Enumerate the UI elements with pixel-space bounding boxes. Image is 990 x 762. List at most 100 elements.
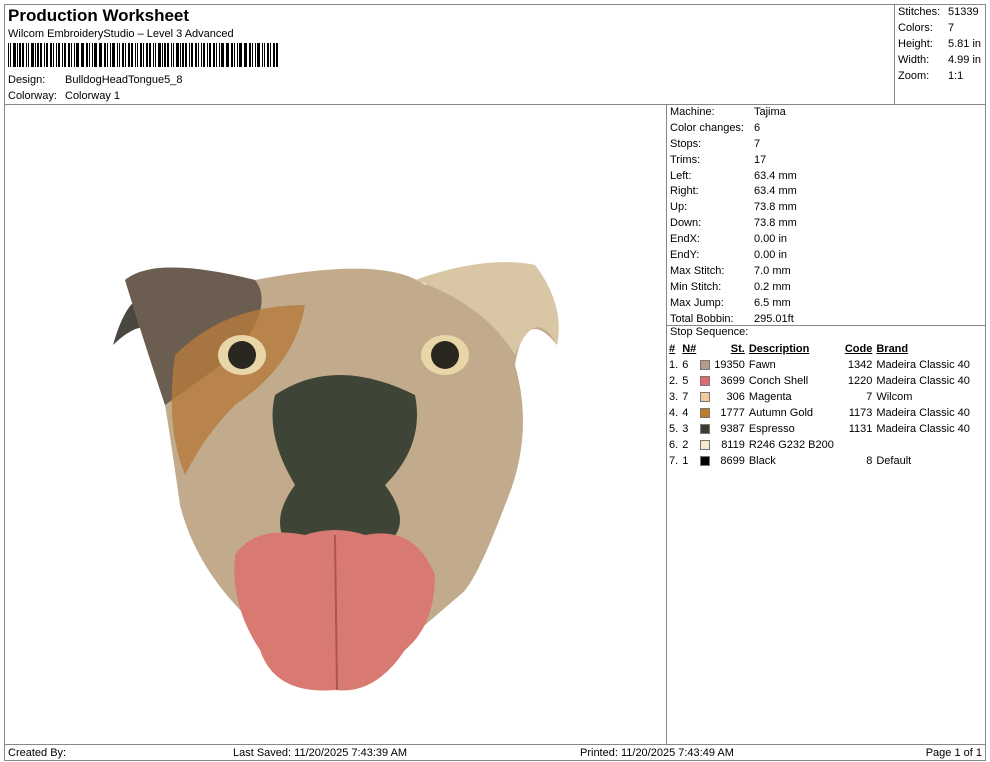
row-stitches: 306 <box>726 391 745 403</box>
info-label: Total Bobbin: <box>670 312 734 325</box>
row-code: 8 <box>866 455 873 467</box>
info-value: 295.01ft <box>754 312 794 325</box>
stop-row: 5. 3 9387 Espresso 1131 Madeira Classic 40 <box>667 421 972 437</box>
colorway-label: Colorway: <box>8 90 57 102</box>
row-index: 1. <box>669 359 679 371</box>
color-swatch <box>700 424 711 435</box>
row-description: R246 G232 B200 <box>748 439 834 451</box>
info-row: Machine: Tajima <box>670 104 986 120</box>
color-swatch <box>700 408 711 419</box>
info-label: Right: <box>670 185 699 198</box>
info-value: 6 <box>754 121 761 134</box>
info-label: Stitches: <box>898 5 941 18</box>
info-row: Right: 63.4 mm <box>670 183 986 199</box>
info-value: 63.4 mm <box>754 169 797 182</box>
row-stitches: 1777 <box>720 407 745 419</box>
info-row: Stitches: 51339 <box>898 4 986 20</box>
last-saved: Last Saved: 11/20/2025 7:43:39 AM <box>233 747 408 759</box>
footer: Created By: Last Saved: 11/20/2025 7:43:… <box>4 744 986 761</box>
info-value: 4.99 in <box>948 53 982 66</box>
info-label: Max Stitch: <box>670 264 725 277</box>
info-label: Machine: <box>670 105 715 118</box>
row-index: 2. <box>669 375 679 387</box>
info-value: 63.4 mm <box>754 185 797 198</box>
row-index: 4. <box>669 407 679 419</box>
info-value: 7 <box>754 137 761 150</box>
stop-row: 2. 5 3699 Conch Shell 1220 Madeira Classic 40 <box>667 373 972 389</box>
info-value: 0.00 in <box>754 233 788 246</box>
info-value: 7.0 mm <box>754 264 791 277</box>
row-description: Autumn Gold <box>748 407 814 419</box>
info-value: 6.5 mm <box>754 296 791 309</box>
info-row: Width: 4.99 in <box>898 52 986 68</box>
row-brand: Default <box>876 455 912 467</box>
summary-panel <box>894 4 986 105</box>
row-index: 3. <box>669 391 679 403</box>
stop-sequence-title: Stop Sequence: <box>670 326 749 338</box>
machine-info: Machine: Tajima Color changes: 6 Stops: 7 Trim… <box>670 104 986 326</box>
design-preview-area <box>4 104 667 745</box>
stop-row: 4. 4 1777 Autumn Gold 1173 Madeira Classic 40 <box>667 405 972 421</box>
stop-row: 6. 2 8119 R246 G232 B200 <box>667 437 972 453</box>
info-row: Colors: 7 <box>898 20 986 36</box>
info-value: 7 <box>948 21 955 34</box>
row-code: 1131 <box>848 423 873 435</box>
row-brand: Madeira Classic 40 <box>876 359 970 371</box>
info-label: Stops: <box>670 137 702 150</box>
info-label: Zoom: <box>898 69 930 82</box>
row-needle: 6 <box>682 359 689 371</box>
info-value: 0.2 mm <box>754 280 791 293</box>
info-row: EndX: 0.00 in <box>670 231 986 247</box>
info-label: Down: <box>670 217 702 230</box>
right-panel <box>666 104 986 745</box>
color-swatch <box>700 376 711 387</box>
row-index: 5. <box>669 423 679 435</box>
page-number: Page 1 of 1 <box>925 747 982 759</box>
design-name: BulldogHeadTongue5_8 <box>65 74 183 86</box>
stop-row: 3. 7 306 Magenta 7 Wilcom <box>667 389 972 405</box>
summary-list: Stitches: 51339 Colors: 7 Height: 5.81 in Widt… <box>898 4 986 83</box>
design-label: Design: <box>8 74 46 86</box>
col-needle: N# <box>682 343 697 355</box>
row-stitches: 8699 <box>720 455 745 467</box>
info-label: Min Stitch: <box>670 280 722 293</box>
info-label: Width: <box>898 53 930 66</box>
created-by: Created By: <box>8 747 67 759</box>
info-value: 51339 <box>948 5 979 18</box>
page-title: Production Worksheet <box>8 6 190 25</box>
info-row: Color changes: 6 <box>670 120 986 136</box>
row-description: Black <box>748 455 776 467</box>
barcode <box>8 43 280 67</box>
col-code: Code <box>844 343 873 355</box>
info-label: Color changes: <box>670 121 744 134</box>
row-needle: 3 <box>682 423 689 435</box>
row-stitches: 19350 <box>714 359 745 371</box>
info-label: Max Jump: <box>670 296 724 309</box>
color-swatch <box>700 456 711 467</box>
info-value: Tajima <box>754 105 786 118</box>
color-swatch <box>700 440 711 451</box>
stop-row: 1. 6 19350 Fawn 1342 Madeira Classic 40 <box>667 357 972 373</box>
info-row: Left: 63.4 mm <box>670 168 986 184</box>
info-label: EndX: <box>670 233 700 246</box>
divider <box>666 325 986 326</box>
info-label: Trims: <box>670 153 701 166</box>
color-swatch <box>700 392 711 403</box>
info-row: Up: 73.8 mm <box>670 199 986 215</box>
row-needle: 5 <box>682 375 689 387</box>
row-description: Magenta <box>748 391 792 403</box>
colorway-name: Colorway 1 <box>65 90 121 102</box>
info-value: 5.81 in <box>948 37 982 50</box>
row-needle: 4 <box>682 407 689 419</box>
row-index: 7. <box>669 455 679 467</box>
info-row: Max Jump: 6.5 mm <box>670 295 986 311</box>
info-value: 0.00 in <box>754 248 788 261</box>
row-code: 1342 <box>847 359 873 371</box>
software-name: Wilcom EmbroideryStudio – Level 3 Advanc… <box>8 28 234 40</box>
info-value: 73.8 mm <box>754 217 797 230</box>
row-code: 1173 <box>848 407 873 419</box>
info-row: Total Bobbin: 295.01ft <box>670 311 986 327</box>
row-stitches: 3699 <box>720 375 745 387</box>
col-brand: Brand <box>876 343 909 355</box>
info-label: Height: <box>898 37 933 50</box>
